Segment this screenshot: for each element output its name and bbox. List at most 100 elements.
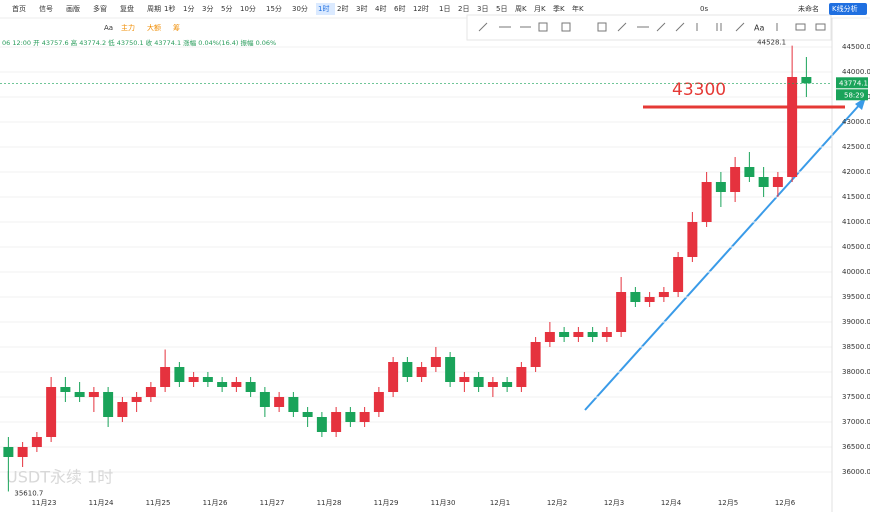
- period-item[interactable]: 年K: [572, 4, 584, 13]
- svg-text:Aa: Aa: [754, 24, 764, 33]
- period-active: [316, 3, 335, 15]
- y-tick-label: 42500.0: [842, 143, 870, 151]
- trend-line: [584, 101, 863, 411]
- period-item[interactable]: 3时: [356, 4, 367, 13]
- x-tick-label: 11月28: [317, 499, 342, 507]
- candle-body: [701, 182, 712, 222]
- candle-body: [60, 387, 71, 392]
- candle-body: [616, 292, 627, 332]
- support-label: 43300: [672, 80, 726, 100]
- candle-body: [687, 222, 698, 257]
- candle-body: [217, 382, 228, 387]
- candle-body: [644, 297, 655, 302]
- y-tick-label: 44000.0: [842, 68, 870, 76]
- toolbar-item[interactable]: 复盘: [120, 4, 134, 13]
- analysis-label[interactable]: K线分析: [832, 4, 858, 13]
- candle-body: [473, 377, 484, 387]
- tool-item[interactable]: 筹: [173, 23, 180, 32]
- y-tick-label: 41500.0: [842, 193, 870, 201]
- y-tick-label: 37500.0: [842, 393, 870, 401]
- candle-body: [573, 332, 584, 337]
- period-item[interactable]: 6时: [394, 4, 405, 13]
- candle-body: [373, 392, 384, 412]
- candle-body: [160, 367, 171, 387]
- top-bar: [0, 0, 870, 18]
- y-tick-label: 43000.0: [842, 118, 870, 126]
- candle-body: [402, 362, 413, 377]
- y-tick-label: 39000.0: [842, 318, 870, 326]
- candle-body: [601, 332, 612, 337]
- candle-body: [630, 292, 641, 302]
- period-item[interactable]: 12时: [413, 4, 429, 13]
- candle-body: [288, 397, 299, 412]
- info-row: 06 12:00 开 43757.6 高 43774.2 低 43750.1 收…: [2, 38, 276, 47]
- candle-body: [31, 437, 42, 447]
- layout-name[interactable]: 未命名: [798, 4, 819, 13]
- period-item[interactable]: 1秒: [164, 4, 175, 13]
- period-item[interactable]: 1分: [183, 4, 194, 13]
- period-item[interactable]: 5日: [496, 5, 507, 13]
- tool-item[interactable]: 主力: [121, 23, 135, 32]
- x-tick-label: 11月24: [89, 499, 114, 507]
- candle-body: [487, 382, 498, 387]
- period-item[interactable]: 3分: [202, 4, 213, 13]
- period-item[interactable]: 2日: [458, 5, 469, 13]
- period-item[interactable]: 4时: [375, 4, 386, 13]
- candle-body: [730, 167, 741, 192]
- candle-body: [516, 367, 527, 387]
- candle-body: [772, 177, 783, 187]
- toolbar-item[interactable]: 周期: [147, 5, 161, 13]
- candle-body: [259, 392, 270, 407]
- candle-body: [673, 257, 684, 292]
- x-tick-label: 11月30: [431, 499, 456, 507]
- candle-body: [17, 447, 28, 457]
- y-tick-label: 38000.0: [842, 368, 870, 376]
- period-item[interactable]: 1时: [318, 4, 329, 13]
- period-item[interactable]: 1日: [439, 5, 450, 13]
- x-tick-label: 11月27: [260, 499, 285, 507]
- last-price: 43774.1: [839, 79, 868, 87]
- period-item[interactable]: 2时: [337, 4, 348, 13]
- candle-body: [131, 397, 142, 402]
- tool-item[interactable]: Aa: [104, 24, 113, 32]
- candle-body: [3, 447, 14, 457]
- toolbar-item[interactable]: 首页: [12, 4, 26, 13]
- candle-body: [502, 382, 513, 387]
- candle-body: [359, 412, 370, 422]
- candle-body: [658, 292, 669, 297]
- x-tick-label: 12月6: [775, 499, 796, 507]
- candle-body: [459, 377, 470, 382]
- watermark: USDT永续 1时: [6, 468, 113, 487]
- period-item[interactable]: 5分: [221, 4, 232, 13]
- period-item[interactable]: 30分: [292, 4, 308, 13]
- period-item[interactable]: 月K: [534, 5, 546, 13]
- x-tick-label: 11月29: [374, 499, 399, 507]
- y-tick-label: 41000.0: [842, 218, 870, 226]
- period-item[interactable]: 10分: [240, 4, 256, 13]
- candle-body: [530, 342, 541, 367]
- candle-body: [445, 357, 456, 382]
- y-tick-label: 39500.0: [842, 293, 870, 301]
- candle-body: [145, 387, 156, 397]
- candle-body: [744, 167, 755, 177]
- period-item[interactable]: 3日: [477, 5, 488, 13]
- candle-body: [801, 77, 812, 84]
- candle-body: [231, 382, 242, 387]
- candle-body: [587, 332, 598, 337]
- candle-body: [245, 382, 256, 392]
- candle-body: [559, 332, 570, 337]
- period-item[interactable]: 周K: [515, 5, 527, 13]
- countdown-box: [836, 89, 868, 101]
- toolbar-item[interactable]: 信号: [39, 4, 53, 13]
- candle-body: [544, 332, 555, 342]
- candle-body: [430, 357, 441, 367]
- tool-item[interactable]: 大额: [147, 23, 161, 32]
- period-item[interactable]: 季K: [553, 4, 565, 13]
- analysis-btn[interactable]: [829, 3, 867, 15]
- toolbar-item[interactable]: 多窗: [93, 4, 107, 13]
- toolbar-item[interactable]: 画版: [66, 4, 80, 13]
- period-item[interactable]: 15分: [266, 4, 282, 13]
- x-tick-label: 11月25: [146, 499, 171, 507]
- candle-body: [787, 77, 798, 177]
